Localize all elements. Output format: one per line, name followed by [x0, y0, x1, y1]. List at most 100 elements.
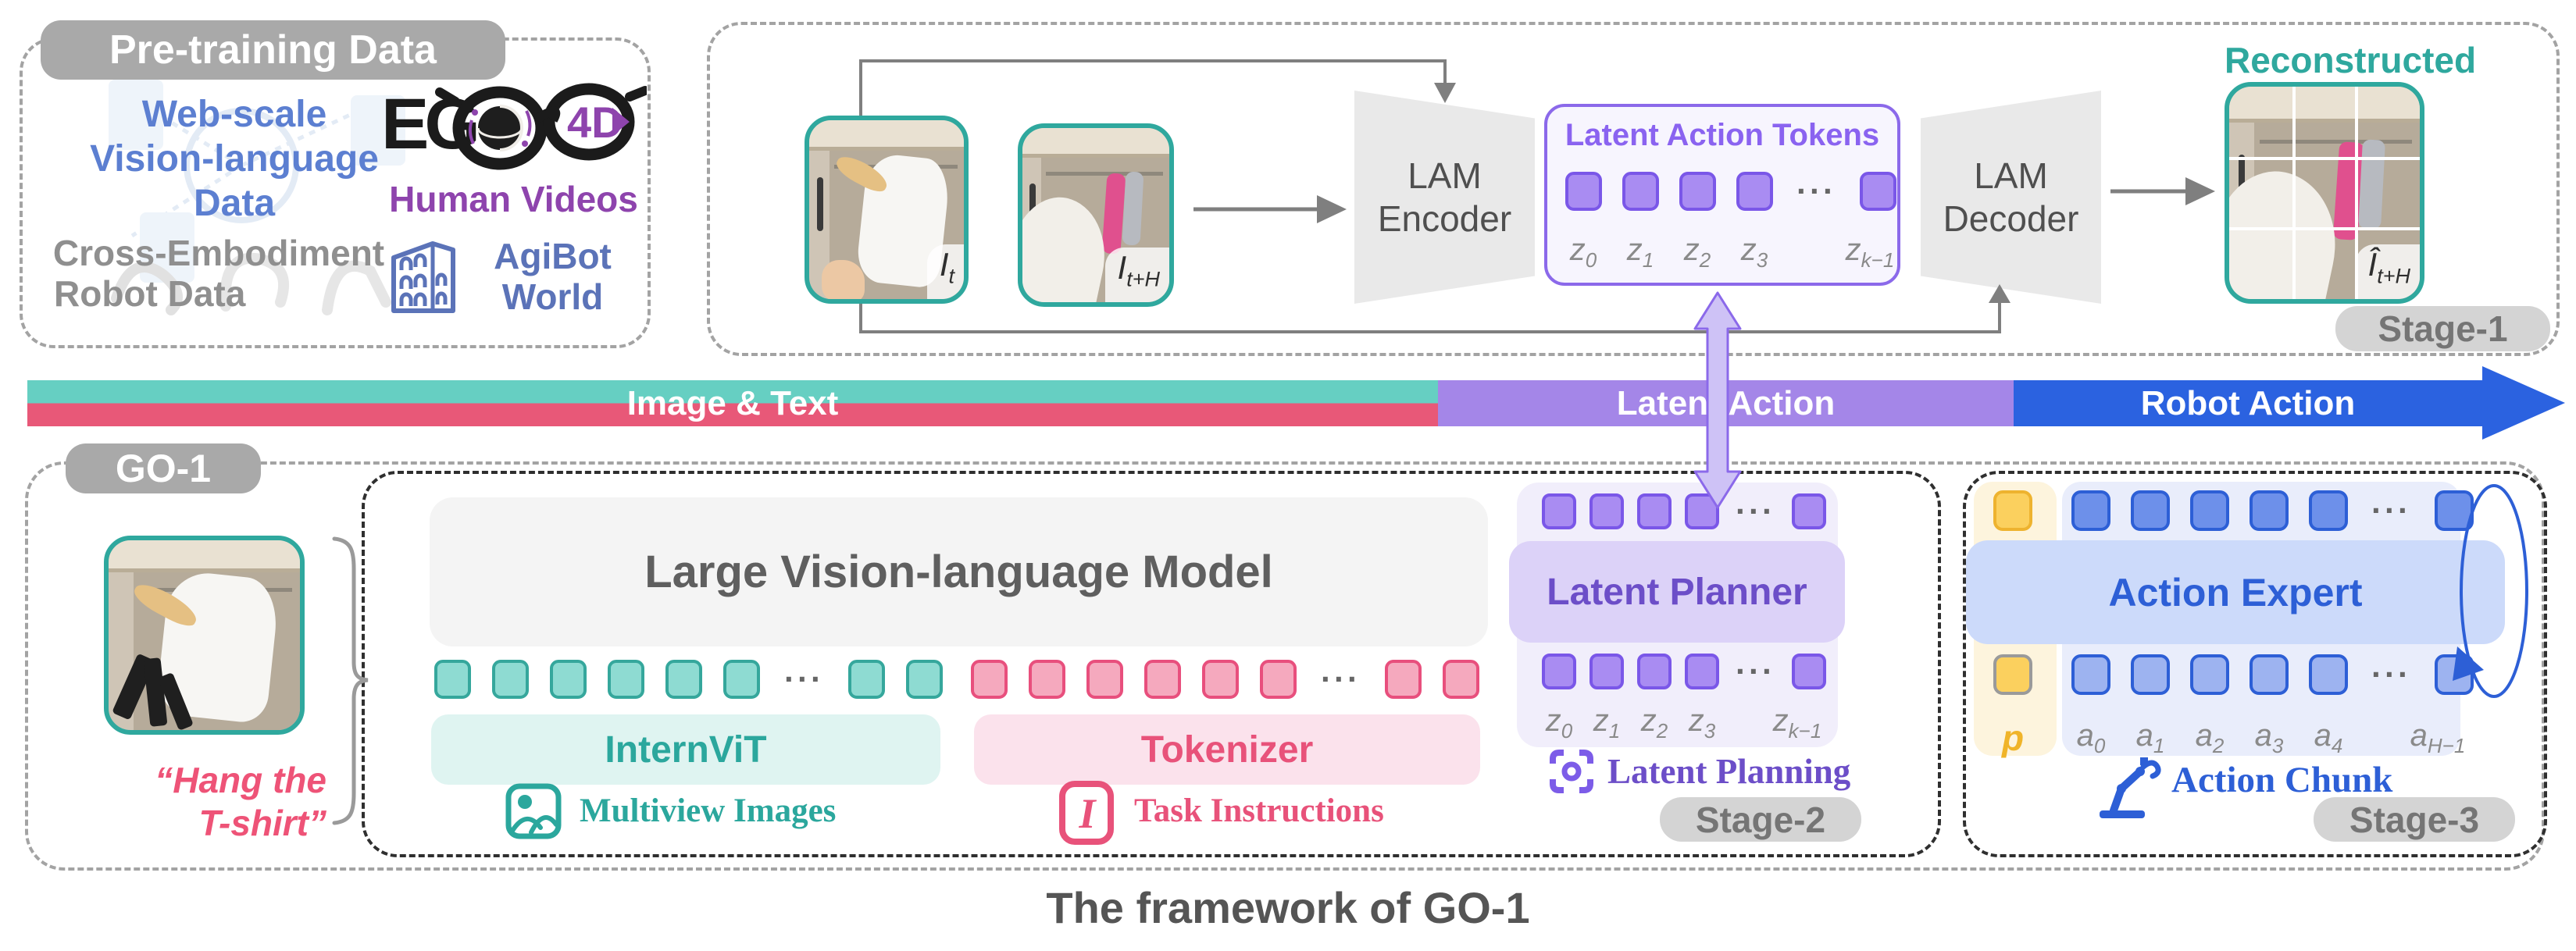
stage3-pill: Stage-3: [2314, 797, 2515, 842]
web-scale-line: Web-scale: [141, 94, 327, 135]
human-hand: [821, 259, 865, 299]
token-label: z2: [1683, 233, 1711, 272]
agibot-world-label: AgiBot World: [461, 236, 644, 317]
pretraining-title: Pre-training Data: [109, 27, 437, 73]
text-token: [1086, 660, 1123, 699]
ellipsis: ···: [1736, 653, 1775, 689]
token-label: z3: [1740, 233, 1768, 272]
action-token: [2131, 654, 2170, 695]
image-token: [492, 660, 529, 699]
token-label: z1: [1626, 233, 1654, 272]
image-label: It+H: [1104, 247, 1169, 302]
ellipsis: ···: [2371, 492, 2411, 529]
arrowhead-encoder-icon: [1434, 83, 1456, 103]
reconstructed-label: Reconstructed: [2225, 40, 2477, 80]
wardrobe-handle: [816, 177, 823, 231]
image-label: Ît+H: [2355, 244, 2420, 299]
stage2-box: [362, 471, 1941, 857]
web-scale-data-label: Web-scale Vision-language Data: [55, 92, 414, 226]
pretraining-title-pill: Pre-training Data: [41, 20, 505, 80]
image-observation-It: It: [805, 116, 969, 304]
go1-input-image: [104, 536, 305, 735]
bar-robot-action: Robot Action: [2014, 380, 2482, 426]
grid-line: [2355, 87, 2359, 299]
image-token: [847, 660, 885, 699]
cross-embodiment-label: Cross-Embodiment Robot Data: [43, 233, 394, 314]
image-label: It: [926, 244, 964, 299]
task-instructions-label: Task Instructions: [1134, 792, 1384, 829]
ellipsis: ···: [784, 661, 824, 697]
latent-planner-bottom-token-row: ···: [1542, 654, 1826, 689]
action-token: [2434, 490, 2474, 531]
token-label: p: [2001, 718, 2025, 758]
reconstructed-image: Ît+H: [2225, 82, 2424, 304]
latent-planner-top-token-row: ···: [1542, 493, 1826, 529]
image-token: [550, 660, 587, 699]
agibot-line: World: [501, 276, 604, 317]
ellipsis: ···: [1321, 661, 1361, 697]
task-instruction-text: “Hang the T-shirt”: [100, 759, 326, 845]
action-chunk-label: Action Chunk: [2171, 760, 2393, 800]
image-observation-It+H: It+H: [1018, 123, 1174, 307]
latent-token: [1637, 654, 1672, 689]
action-token: [2190, 490, 2229, 531]
lam-decoder-line: Decoder: [1943, 198, 2079, 239]
latent-planning-label: Latent Planning: [1607, 752, 1851, 791]
go1-pill: GO-1: [66, 443, 261, 493]
text-token: [1144, 660, 1181, 699]
action-token: [2250, 654, 2289, 695]
grid-line: [2229, 226, 2420, 230]
wardrobe-shelf: [1022, 128, 1169, 158]
latent-token: [1791, 654, 1826, 689]
action-token: [2309, 654, 2348, 695]
agibot-line: AgiBot: [494, 236, 612, 276]
wardrobe-shelf: [2229, 87, 2420, 123]
cross-embodiment-line: Robot Data: [54, 273, 246, 314]
image-token-row: ···: [434, 660, 943, 699]
text-token: [1384, 660, 1422, 699]
feedback-line-bottom: [859, 289, 2001, 333]
token-label: a1: [2135, 718, 2165, 757]
grid-line: [2292, 87, 2296, 299]
latent-token: [1637, 493, 1672, 529]
token-label: z0: [1545, 703, 1573, 743]
latent-planning-icon: [1550, 750, 1593, 793]
latent-token: [1791, 493, 1826, 529]
agibot-colosseum-icon: [391, 241, 455, 313]
lam-decoder: LAM Decoder: [1921, 91, 2101, 304]
bar-image-text: Image & Text: [27, 380, 1438, 426]
latent-token: [1685, 493, 1719, 529]
tokenizer-box: Tokenizer: [974, 714, 1480, 785]
lam-encoder-line: LAM: [1408, 155, 1482, 196]
internvit-box: InternViT: [431, 714, 940, 785]
instruction-line: “Hang the: [155, 760, 326, 800]
stage2-pill: Stage-2: [1660, 797, 1861, 842]
arrowhead-decoder-icon: [1989, 284, 2010, 303]
task-instructions-icon: I: [1059, 781, 1114, 845]
image-token: [608, 660, 644, 699]
multiview-images-label: Multiview Images: [580, 792, 837, 829]
gray-garment: [1122, 171, 1144, 245]
lam-encoder-line: Encoder: [1377, 198, 1512, 239]
arrowhead-right-icon: [1317, 195, 1347, 223]
svg-text:I: I: [1078, 790, 1097, 837]
latent-token-row: ···: [1565, 172, 1896, 211]
latent-token: [1589, 493, 1624, 529]
image-token: [723, 660, 760, 699]
ellipsis: ···: [2371, 656, 2411, 693]
token-label: a3: [2254, 718, 2284, 757]
image-token: [434, 660, 471, 699]
latent-token: [1622, 172, 1659, 211]
image-token: [905, 660, 943, 699]
latent-token: [1565, 172, 1602, 211]
latent-planner-box: Latent Planner: [1509, 541, 1845, 643]
lam-decoder-line: LAM: [1974, 155, 2048, 196]
wardrobe-rod: [1046, 171, 1164, 176]
instruction-line: T-shirt”: [198, 803, 326, 843]
stage3-box: [1963, 471, 2547, 857]
token-label: a2: [2195, 718, 2225, 757]
bar-arrowhead-icon: [2482, 366, 2565, 440]
wardrobe-rod: [2260, 140, 2413, 144]
text-token-row: ···: [971, 660, 1479, 699]
